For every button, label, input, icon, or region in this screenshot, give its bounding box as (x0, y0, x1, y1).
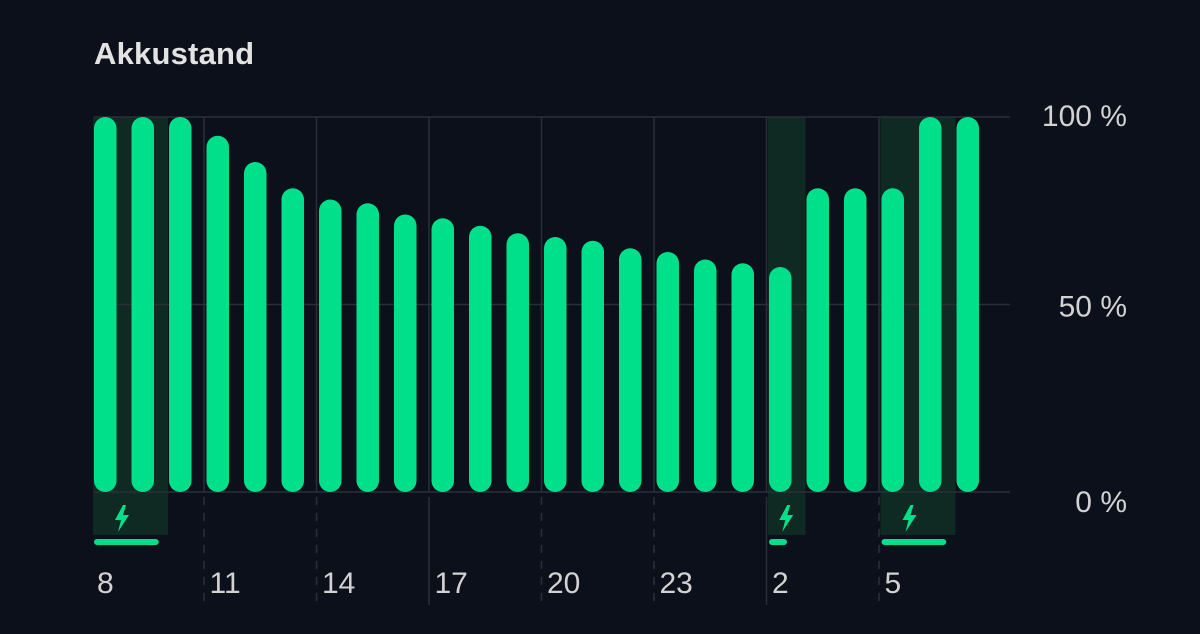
bar-11 (206, 135, 229, 492)
bar-16 (394, 214, 417, 492)
chart-title: Akkustand (94, 36, 255, 71)
bar-2 (769, 267, 792, 492)
bar-22 (619, 248, 642, 492)
x-tick-label: 5 (885, 567, 902, 600)
bar-17 (431, 218, 454, 492)
bar-21 (581, 240, 604, 492)
bar-6 (919, 117, 942, 492)
bar-7 (956, 117, 979, 492)
x-tick-label: 2 (772, 567, 789, 600)
bar-14 (319, 199, 342, 492)
x-tick-label: 17 (435, 567, 468, 600)
bar-5 (881, 188, 904, 492)
x-tick-label: 11 (210, 567, 241, 600)
lightning-icon (902, 505, 917, 532)
bar-8 (94, 117, 117, 492)
x-tick-label: 14 (322, 567, 355, 600)
bar-9 (131, 117, 154, 492)
bar-0 (694, 259, 717, 492)
bar-1 (731, 263, 754, 492)
bar-10 (169, 117, 192, 492)
charging-indicator-1 (769, 539, 787, 545)
y-tick-label: 50 % (1059, 291, 1127, 324)
bar-3 (806, 188, 829, 492)
bar-20 (544, 237, 567, 492)
bar-12 (244, 162, 267, 492)
lightning-icon (115, 505, 129, 532)
charging-indicator-2 (881, 539, 947, 545)
x-tick-label: 8 (97, 567, 114, 600)
charging-indicator-0 (94, 539, 159, 545)
bar-19 (506, 233, 529, 492)
x-tick-label: 23 (660, 567, 693, 600)
bar-4 (844, 188, 867, 492)
lightning-icon (779, 505, 794, 532)
bar-23 (656, 252, 679, 492)
bar-15 (356, 203, 379, 492)
bar-18 (469, 225, 492, 492)
y-tick-label: 100 % (1042, 100, 1127, 133)
y-tick-label: 0 % (1075, 486, 1127, 519)
bar-13 (281, 188, 304, 492)
x-tick-label: 20 (547, 567, 580, 600)
